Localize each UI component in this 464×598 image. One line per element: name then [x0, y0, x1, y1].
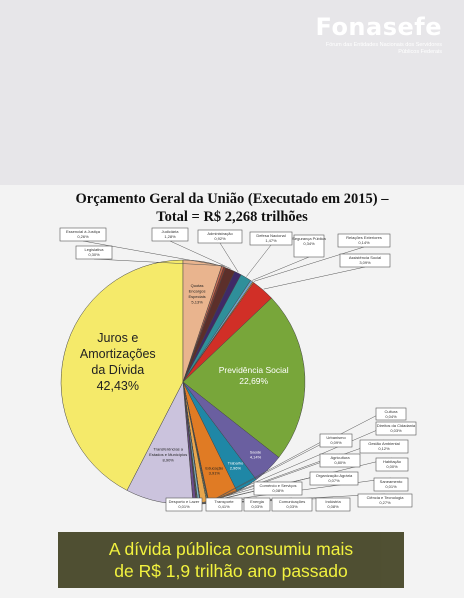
slice-label-transferencias-a-estados-e-municipios: Transferências a Estados e Municípios 8,90… — [149, 447, 187, 463]
callout-box-essencial-a-justica — [59, 227, 107, 242]
leader-line-essencial-a-justica — [82, 240, 226, 267]
callout-label-essencial-a-justica: Essencial à Justiça 0,26% — [66, 229, 101, 239]
callout-label-cultura: Cultura 0,04% — [385, 409, 399, 419]
slice-label-previdencia-social: Previdência Social 22,69% — [219, 365, 289, 386]
leader-line-agricultura — [203, 453, 341, 504]
leader-line-seguranca-publica — [252, 256, 310, 281]
chart-subtitle: Total = R$ 2,268 trilhões — [156, 209, 308, 225]
leader-line-defesa-nacional — [246, 244, 272, 277]
brand-logo: Fonasefe Fórum das Entidades Nacionais d… — [312, 14, 442, 64]
leader-line-legislativa — [93, 258, 224, 266]
caption-text: A dívida pública consumiu mais de R$ 1,9… — [108, 539, 354, 581]
callout-label-agricultura: Agricultura 0,80% — [330, 455, 350, 465]
callout-label-desporto-e-lazer: Desporto e Lazer 0,01% — [169, 499, 200, 509]
callout-label-judiciaria: Judiciária 1,28% — [162, 229, 180, 239]
pie-slice-juros-e-amortizacoes-da-divida — [60, 259, 184, 491]
callout-label-legislativa: Legislativa 0,30% — [85, 247, 105, 257]
leader-line-cultura — [208, 407, 392, 503]
slice-label-educacao: Educação 3,91% — [205, 465, 224, 475]
callout-box-relacoes-exteriores — [337, 233, 391, 248]
callout-label-administracao: Administração 0,92% — [207, 231, 233, 241]
callout-label-saneamento: Saneamento 0,01% — [380, 479, 403, 489]
callout-label-organizacao-agraria: Organização Agrária 0,07% — [316, 473, 353, 483]
callout-label-habitacao: Habitação 0,00% — [383, 459, 402, 469]
callout-box-energia — [243, 497, 271, 512]
callout-box-habitacao — [375, 457, 409, 472]
callout-box-seguranca-publica — [293, 234, 325, 258]
callout-label-defesa-nacional: Defesa Nacional 1,47% — [256, 233, 285, 243]
callout-label-comunicacoes: Comunicações 0,03% — [279, 499, 305, 509]
callout-box-administracao — [197, 229, 243, 244]
callout-box-desporto-e-lazer — [165, 497, 203, 512]
callout-box-comercio-e-servicos — [253, 481, 303, 496]
leader-line-direitos-da-cidadania — [208, 421, 397, 503]
brand-tagline: Fórum das Entidades Nacionais dos Servid… — [325, 42, 442, 55]
callout-box-legislativa — [75, 245, 113, 260]
leader-line-relacoes-exteriores — [253, 246, 365, 282]
slice-label-trabalho: Trabalho 2,96% — [228, 461, 244, 471]
callout-box-comunicacoes — [271, 497, 313, 512]
leader-line-judiciaria — [169, 240, 231, 269]
callout-box-gestao-ambiental — [359, 439, 409, 454]
leader-line-urbanismo — [207, 433, 337, 503]
callout-box-organizacao-agraria — [309, 471, 359, 486]
chart-title-block: Orçamento Geral da União (Executado em 2… — [30, 190, 434, 226]
callout-label-gestao-ambiental: Gestão Ambiental 0,12% — [368, 441, 400, 451]
callout-box-ciencia-e-tecnologia — [357, 493, 413, 508]
callout-box-assistencia-social — [339, 253, 391, 268]
leader-line-administracao — [219, 242, 239, 273]
brand-name: Fonasefe — [315, 13, 442, 41]
callout-box-defesa-nacional — [249, 231, 293, 246]
callout-label-urbanismo: Urbanismo 0,09% — [326, 435, 346, 445]
callout-box-urbanismo — [319, 433, 353, 448]
callout-box-transporte — [205, 497, 243, 512]
leader-line-assistencia-social — [263, 266, 366, 290]
leader-line-gestao-ambiental — [207, 439, 385, 503]
callout-box-judiciaria — [151, 227, 189, 242]
callout-box-cultura — [375, 407, 407, 421]
video-caption: A dívida pública consumiu mais de R$ 1,9… — [58, 532, 404, 588]
callout-label-energia: Energia 0,03% — [250, 499, 265, 509]
callout-label-industria: Indústria 0,08% — [325, 499, 341, 509]
callout-label-relacoes-exteriores: Relações Exteriores 0,14% — [346, 235, 382, 245]
slice-label-juros-e-amortizacoes-da-divida: Juros e Amortizações da Dívida 42,43% — [80, 331, 156, 393]
callout-label-seguranca-publica: Segurança Pública 0,34% — [292, 236, 326, 246]
slice-label-saude: Saúde 4,14% — [250, 450, 262, 460]
chart-title: Orçamento Geral da União (Executado em 2… — [75, 191, 389, 207]
callout-label-transporte: Transporte 0,41% — [214, 499, 234, 509]
callout-label-comercio-e-servicos: Comércio e Serviços 0,08% — [260, 483, 297, 493]
callout-box-saneamento — [373, 477, 409, 492]
callout-label-assistencia-social: Assistência Social 3,09% — [349, 255, 381, 265]
pie-slice-previdencia-social — [182, 297, 306, 458]
header-band — [0, 0, 464, 185]
callout-label-ciencia-e-tecnologia: Ciência e Tecnologia 0,27% — [367, 495, 405, 505]
callout-box-direitos-da-cidadania — [375, 421, 417, 436]
callout-label-direitos-da-cidadania: Direitos da Cidadania 0,03% — [377, 423, 416, 433]
slice-label-quotas-encargos-especiais: Quotas Encargos Especiais 5,13% — [189, 283, 206, 305]
callout-box-agricultura — [319, 453, 361, 468]
callout-box-industria — [315, 497, 351, 512]
